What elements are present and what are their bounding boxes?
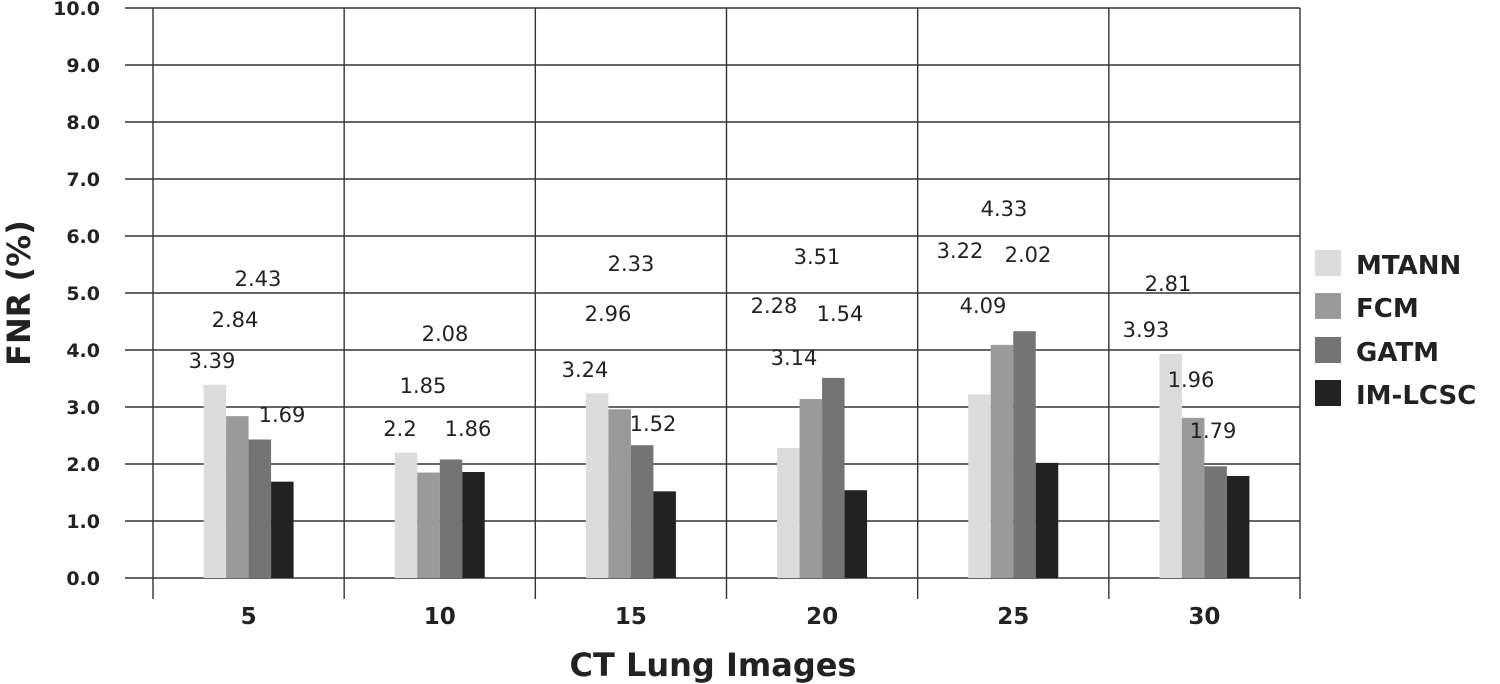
y-tick-label: 5.0 [66,283,100,305]
x-tick-label: 15 [615,604,647,630]
legend-swatch-im-lcsc [1315,380,1341,406]
data-label: 2.02 [1005,243,1052,267]
data-label: 3.22 [937,239,984,263]
data-label: 4.33 [981,197,1028,221]
x-tick-label: 10 [424,604,456,630]
y-tick-label: 10.0 [53,0,100,20]
y-tick-label: 7.0 [66,169,100,191]
data-label: 3.24 [562,358,609,382]
data-labels: 3.39 2.84 2.43 1.69 2.2 1.85 2.08 1.86 3.24 2.96 2… [189,197,1237,443]
x-tick-label: 25 [997,604,1029,630]
data-label: 1.96 [1168,368,1215,392]
bar-im-lcsc-30 [1226,475,1250,578]
data-label: 2.28 [751,294,798,318]
data-label: 3.51 [794,245,841,269]
x-tick-label: 30 [1188,604,1220,630]
data-label: 1.79 [1190,419,1237,443]
legend-swatch-mtann [1315,250,1341,276]
bar-mtann-5 [203,384,227,578]
bar-gatm-25 [1013,331,1036,578]
y-tick-label: 0.0 [66,568,100,590]
data-label: 2.96 [585,302,632,326]
bar-mtann-20 [777,448,800,578]
y-tick-label: 9.0 [66,55,100,77]
legend-label: IM-LCSC [1356,381,1476,411]
y-tick-label: 6.0 [66,226,100,248]
legend-label: GATM [1356,338,1439,368]
data-label: 2.81 [1145,272,1192,296]
bar-fcm-30 [1181,417,1205,578]
bar-mtann-15 [585,393,609,578]
x-axis-ticks: 5 10 15 20 25 30 [241,604,1221,630]
bar-gatm-30 [1204,466,1227,578]
y-axis-ticks: 0.0 1.0 2.0 3.0 4.0 5.0 6.0 7.0 8.0 9.0 10.0 [53,0,100,590]
bar-fcm-20 [799,399,823,578]
y-tick-label: 4.0 [66,340,100,362]
y-tick-label: 8.0 [66,112,100,134]
legend-label: FCM [1356,294,1419,324]
data-label: 2.84 [212,308,259,332]
y-tick-label: 2.0 [66,454,100,476]
y-tick-label: 1.0 [66,511,100,533]
bar-fcm-25 [990,344,1014,578]
legend-swatch-gatm [1315,337,1341,363]
data-label: 3.39 [189,349,236,373]
bar-mtann-10 [394,452,418,578]
bar-im-lcsc-25 [1035,462,1059,578]
bar-fcm-15 [608,409,631,578]
x-tick-label: 20 [806,604,838,630]
bar-mtann-30 [1159,353,1182,578]
data-label: 4.09 [960,294,1007,318]
bar-gatm-15 [630,445,654,578]
bar-mtann-25 [968,394,991,578]
data-label: 1.54 [817,302,864,326]
x-axis-title: CT Lung Images [570,646,857,684]
bar-im-lcsc-10 [462,471,485,578]
bar-im-lcsc-15 [653,491,676,578]
bar-gatm-5 [248,439,272,578]
data-label: 2.2 [383,417,416,441]
data-label: 2.43 [235,267,282,291]
data-label: 2.08 [422,322,469,346]
bar-im-lcsc-5 [271,481,294,578]
data-label: 3.14 [771,346,818,370]
y-axis-title: FNR (%) [0,220,38,366]
x-tick-label: 5 [241,604,257,630]
legend-label: MTANN [1356,251,1461,281]
bar-gatm-10 [439,459,463,578]
gridlines [125,7,1301,599]
legend: MTANN FCM GATM IM-LCSC [1315,250,1476,411]
y-tick-label: 3.0 [66,397,100,419]
data-label: 1.86 [445,417,492,441]
bar-fcm-10 [417,472,440,578]
bar-im-lcsc-20 [844,490,868,578]
data-label: 2.33 [608,252,655,276]
bars [203,331,1250,578]
legend-swatch-fcm [1315,293,1341,319]
data-label: 3.93 [1123,318,1170,342]
data-label: 1.52 [630,412,677,436]
bar-gatm-20 [822,377,845,578]
bar-fcm-5 [226,416,249,578]
data-label: 1.69 [259,403,306,427]
data-label: 1.85 [400,374,447,398]
